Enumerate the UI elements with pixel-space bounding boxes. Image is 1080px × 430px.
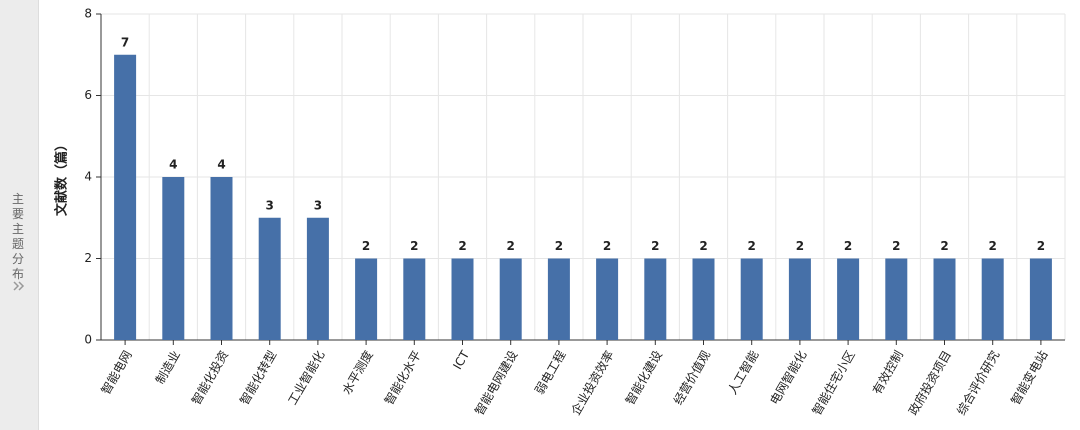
bar — [210, 177, 233, 340]
value-label: 2 — [892, 239, 900, 253]
value-label: 2 — [748, 239, 756, 253]
value-label: 2 — [555, 239, 563, 253]
value-label: 2 — [362, 239, 370, 253]
value-label: 4 — [217, 158, 225, 172]
bar — [403, 258, 426, 340]
bar — [355, 258, 378, 340]
sidebar-icon — [13, 281, 25, 291]
bar — [114, 54, 137, 340]
bar — [788, 258, 811, 340]
y-tick-label: 6 — [84, 88, 92, 102]
sidebar-label[interactable]: 主要主题分布 — [12, 192, 25, 281]
value-label: 2 — [796, 239, 804, 253]
value-label: 2 — [1037, 239, 1045, 253]
bar — [885, 258, 908, 340]
value-label: 3 — [314, 198, 322, 212]
y-tick-label: 0 — [84, 333, 92, 347]
value-label: 2 — [940, 239, 948, 253]
bar — [740, 258, 763, 340]
bar — [644, 258, 667, 340]
bar — [596, 258, 619, 340]
x-tick-label: 智能化投资 — [188, 348, 231, 407]
value-label: 7 — [121, 35, 129, 49]
x-tick-label: 智能化水平 — [381, 348, 424, 407]
bar — [258, 217, 281, 340]
x-tick-label: 综合评价研究 — [953, 348, 1002, 418]
bar — [933, 258, 956, 340]
bar — [499, 258, 522, 340]
value-label: 2 — [603, 239, 611, 253]
value-label: 2 — [651, 239, 659, 253]
bar — [451, 258, 474, 340]
y-tick-label: 2 — [84, 251, 92, 265]
value-label: 4 — [169, 158, 177, 172]
value-label: 2 — [458, 239, 466, 253]
x-tick-label: 水平测度 — [339, 348, 376, 397]
bar — [306, 217, 329, 340]
x-tick-label: ICT — [450, 348, 472, 372]
bar — [547, 258, 570, 340]
x-tick-label: 制造业 — [153, 348, 183, 386]
x-tick-label: 智能变电站 — [1008, 348, 1051, 407]
bar — [692, 258, 715, 340]
x-tick-label: 企业投资效率 — [568, 348, 617, 418]
x-tick-label: 电网智能化 — [767, 348, 810, 407]
x-tick-label: 智能电网 — [98, 348, 135, 397]
value-label: 2 — [699, 239, 707, 253]
x-tick-label: 政府投资项目 — [905, 348, 954, 418]
y-tick-label: 4 — [84, 170, 92, 184]
y-tick-label: 8 — [84, 7, 92, 21]
x-tick-label: 智能化建设 — [622, 348, 665, 407]
x-tick-label: 经营价值观 — [670, 348, 713, 407]
x-tick-label: 智能化转型 — [236, 348, 279, 407]
value-label: 2 — [989, 239, 997, 253]
bar — [162, 177, 185, 340]
value-label: 2 — [844, 239, 852, 253]
x-tick-label: 智能住宅小区 — [809, 348, 858, 418]
x-tick-label: 智能电网建设 — [471, 348, 520, 418]
value-label: 3 — [266, 198, 274, 212]
bar — [981, 258, 1004, 340]
value-label: 2 — [410, 239, 418, 253]
sidebar[interactable]: 主要主题分布 — [0, 0, 39, 430]
x-tick-label: 工业智能化 — [285, 348, 328, 407]
y-axis-label: 文献数（篇） — [54, 138, 70, 216]
x-tick-label: 人工智能 — [724, 348, 761, 397]
bar — [1029, 258, 1052, 340]
bar — [837, 258, 860, 340]
value-label: 2 — [507, 239, 515, 253]
x-tick-label: 弱电工程 — [532, 348, 569, 397]
x-tick-label: 有效控制 — [869, 348, 906, 397]
